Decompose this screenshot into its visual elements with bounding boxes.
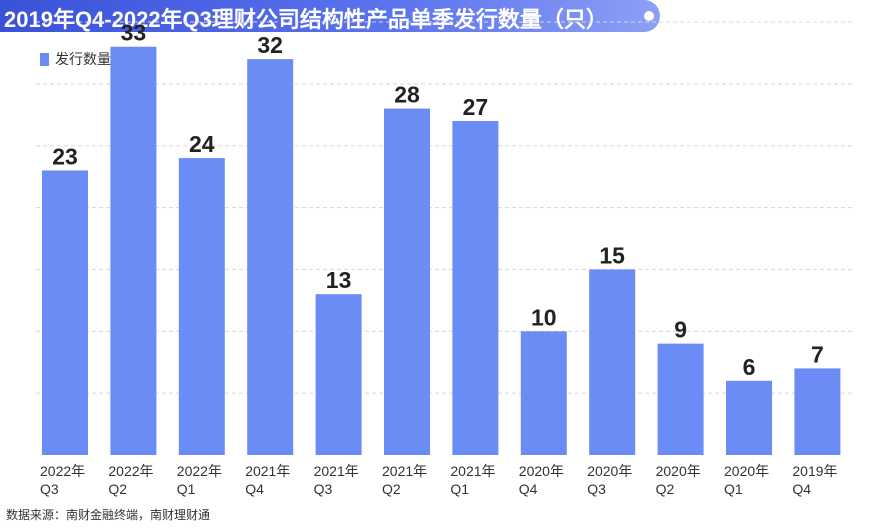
bar [315, 294, 362, 455]
x-tick-label-quarter: Q4 [792, 481, 811, 497]
x-tick-label-year: 2021年 [382, 463, 427, 479]
bar [42, 170, 88, 455]
bar [247, 59, 294, 455]
x-tick-label-quarter: Q1 [177, 481, 196, 497]
data-label: 6 [743, 354, 756, 380]
x-tick-label-year: 2020年 [656, 463, 701, 479]
x-tick-label-quarter: Q2 [382, 481, 401, 497]
title-banner: 2019年Q4-2022年Q3理财公司结构性产品单季发行数量（只） [0, 0, 660, 32]
data-source: 数据来源：南财金融终端，南财理财通 [6, 508, 211, 522]
data-label: 9 [674, 317, 687, 343]
data-label: 33 [121, 20, 147, 46]
data-label: 28 [394, 82, 420, 108]
legend-swatch [40, 52, 49, 66]
bar [589, 269, 636, 455]
bar [726, 380, 772, 455]
x-tick-label-quarter: Q1 [450, 481, 469, 497]
bar [178, 158, 225, 456]
x-tick-label-year: 2021年 [245, 463, 290, 479]
x-tick-label-year: 2022年 [177, 463, 222, 479]
data-label: 23 [52, 143, 78, 169]
x-tick-label-year: 2020年 [519, 463, 564, 479]
x-tick-label-year: 2022年 [40, 463, 85, 479]
x-tick-label-year: 2020年 [587, 463, 632, 479]
bar [452, 120, 499, 455]
data-label: 7 [811, 341, 824, 367]
data-label: 27 [463, 94, 489, 120]
x-tick-label-year: 2021年 [450, 463, 495, 479]
x-tick-label-quarter: Q1 [724, 481, 743, 497]
x-tick-label-quarter: Q3 [587, 481, 606, 497]
bar [794, 368, 841, 455]
data-label: 32 [257, 32, 283, 58]
x-tick-label-quarter: Q4 [519, 481, 538, 497]
x-tick-label-quarter: Q2 [108, 481, 127, 497]
x-tick-label-quarter: Q2 [656, 481, 675, 497]
x-tick-label-year: 2019年 [792, 463, 837, 479]
bar [384, 108, 430, 455]
x-tick-label-quarter: Q3 [40, 481, 59, 497]
data-label: 24 [189, 131, 215, 157]
bar [657, 343, 704, 455]
data-label: 15 [599, 242, 625, 268]
data-label: 10 [531, 304, 557, 330]
x-tick-label-year: 2021年 [314, 463, 359, 479]
x-tick-label-year: 2022年 [108, 463, 153, 479]
banner-dot-icon [644, 11, 654, 21]
x-tick-label-quarter: Q4 [245, 481, 264, 497]
bar [110, 46, 157, 455]
data-label: 13 [326, 267, 352, 293]
bar [520, 331, 567, 455]
x-tick-label-quarter: Q3 [314, 481, 333, 497]
chart-title: 2019年Q4-2022年Q3理财公司结构性产品单季发行数量（只） [4, 7, 608, 32]
x-tick-label-year: 2020年 [724, 463, 769, 479]
